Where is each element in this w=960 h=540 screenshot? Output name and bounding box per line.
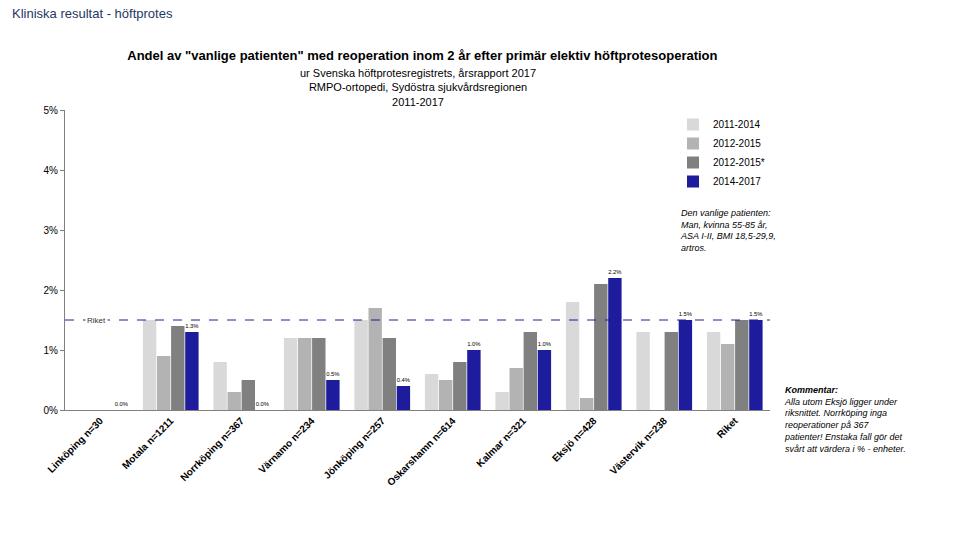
svg-text:0.5%: 0.5% [326,371,339,377]
svg-text:0.0%: 0.0% [115,401,128,407]
svg-text:Eksjö n=428: Eksjö n=428 [550,415,599,464]
svg-text:Kalmar n=321: Kalmar n=321 [474,415,528,469]
svg-text:2%: 2% [44,285,59,296]
svg-text:Norrköping n=367: Norrköping n=367 [178,415,246,483]
svg-text:0.4%: 0.4% [397,377,410,383]
svg-text:5%: 5% [44,105,59,116]
svg-text:0%: 0% [44,405,59,416]
svg-text:2012-2015*: 2012-2015* [713,157,765,168]
svg-text:3%: 3% [44,225,59,236]
svg-text:4%: 4% [44,165,59,176]
svg-text:0.0%: 0.0% [256,401,269,407]
svg-text:Kliniska resultat - höftprotes: Kliniska resultat - höftprotes [12,6,173,21]
svg-text:Den vanlige patienten:Man, kvi: Den vanlige patienten:Man, kvinna 55-85 … [680,208,776,253]
svg-text:Oskarshamn n=614: Oskarshamn n=614 [385,415,458,488]
svg-text:1.5%: 1.5% [749,311,762,317]
svg-text:Riket: Riket [715,415,741,441]
svg-text:Andel av "vanlige patienten" m: Andel av "vanlige patienten" med reopera… [127,48,717,63]
svg-text:2011-2014: 2011-2014 [713,119,761,130]
svg-text:1%: 1% [44,345,59,356]
svg-text:Jönköping n=257: Jönköping n=257 [321,415,387,481]
svg-text:Linköping n=30: Linköping n=30 [45,415,105,475]
svg-text:Västervik n=238: Västervik n=238 [608,415,670,477]
svg-text:Motala n=1211: Motala n=1211 [120,415,176,471]
svg-text:Värnamo n=234: Värnamo n=234 [256,415,317,476]
svg-text:1.5%: 1.5% [679,311,692,317]
svg-text:Kommentar:Alla utom Eksjö ligg: Kommentar:Alla utom Eksjö ligger underri… [784,385,906,454]
svg-text:Riket: Riket [87,316,106,325]
svg-text:1.0%: 1.0% [467,341,480,347]
svg-text:2.2%: 2.2% [608,269,621,275]
svg-text:1.3%: 1.3% [185,323,198,329]
svg-text:ur Svenska höftprotesregistret: ur Svenska höftprotesregistrets, årsrapp… [300,67,536,108]
svg-text:2014-2017: 2014-2017 [713,176,761,187]
svg-text:2012-2015: 2012-2015 [713,138,761,149]
svg-text:1.0%: 1.0% [538,341,551,347]
